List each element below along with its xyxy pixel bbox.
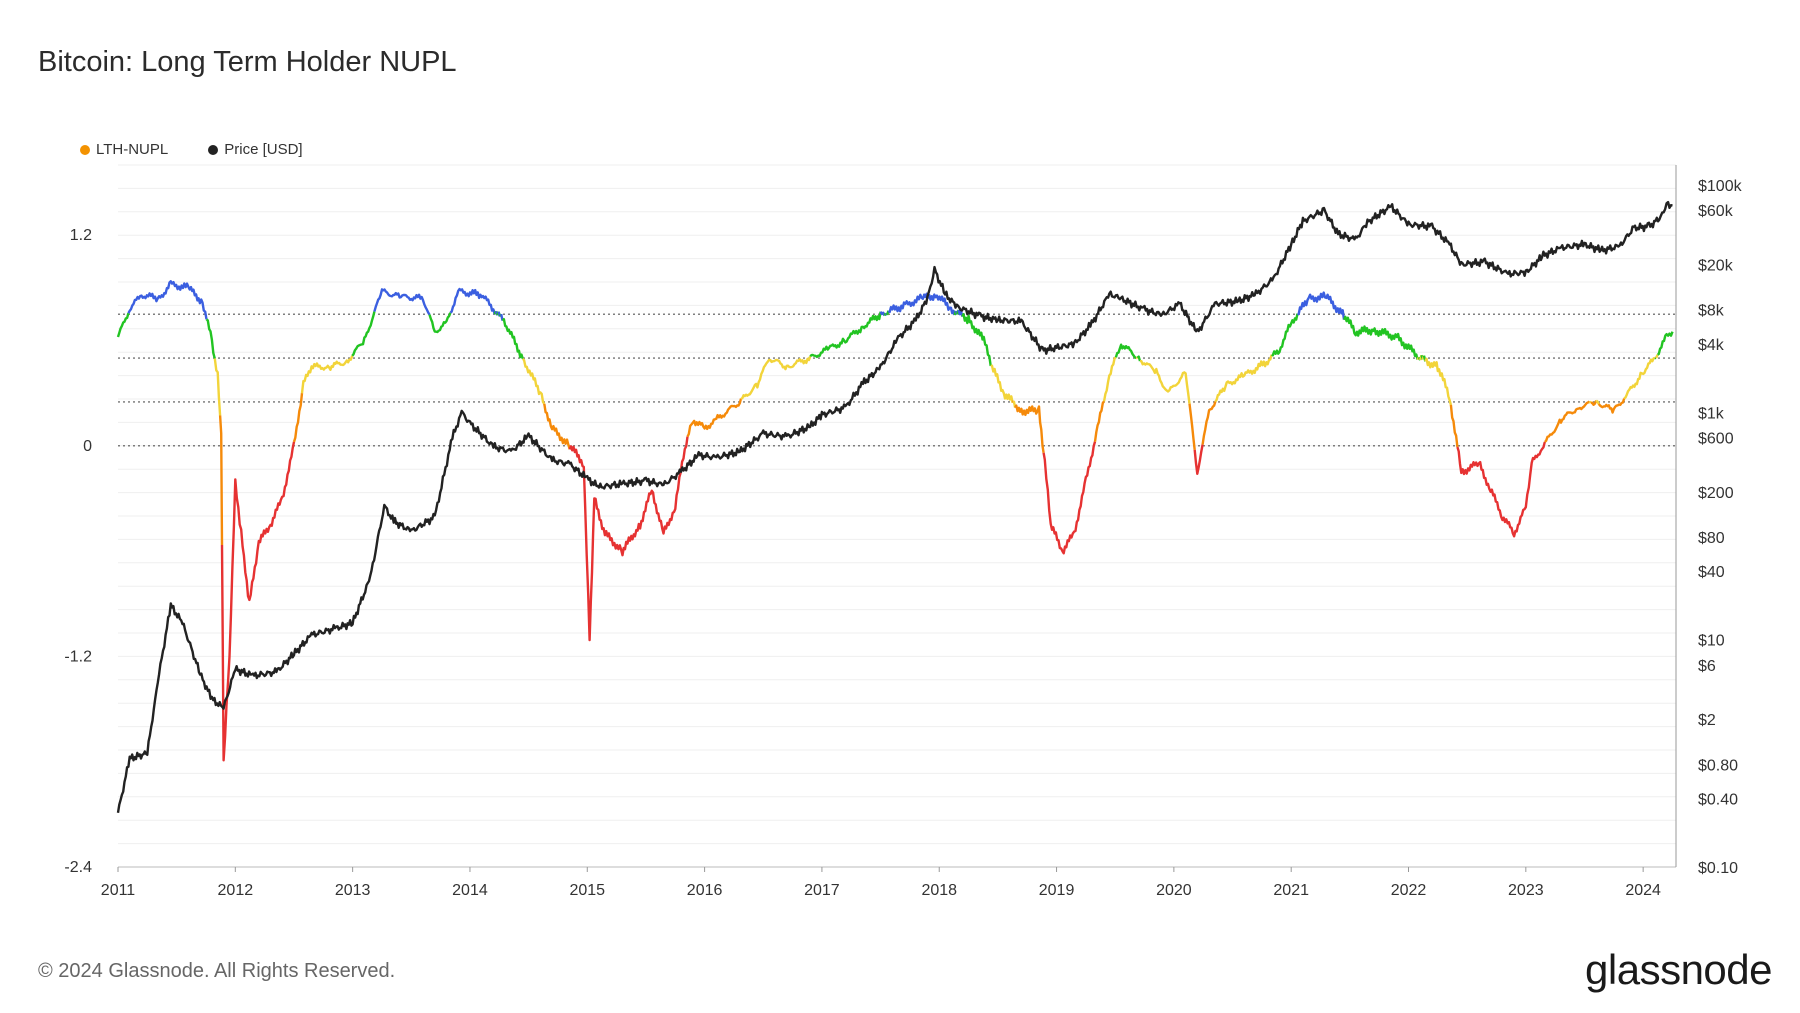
lth-nupl-line-segment <box>568 436 689 642</box>
y-right-tick-label: $10 <box>1698 633 1725 650</box>
x-tick-label: 2019 <box>1039 882 1075 899</box>
x-tick-label: 2020 <box>1156 882 1192 899</box>
price-line <box>116 200 1673 813</box>
x-tick-label: 2012 <box>218 882 254 899</box>
copyright-footer: © 2024 Glassnode. All Rights Reserved. <box>38 960 396 982</box>
x-tick-label: 2014 <box>452 882 488 899</box>
y-right-tick-label: $2 <box>1698 712 1716 729</box>
y-right-tick-label: $1k <box>1698 405 1725 422</box>
lth-nupl-line-segment <box>351 311 376 357</box>
lth-nupl-line-segment <box>1456 441 1546 538</box>
lth-nupl-line-segment <box>887 292 956 316</box>
x-tick-label: 2017 <box>804 882 840 899</box>
lth-nupl-line-segment <box>292 392 304 443</box>
lth-nupl-line-segment <box>428 312 452 334</box>
y-right-tick-label: $60k <box>1698 203 1734 220</box>
lth-nupl-line-segment <box>1093 400 1106 442</box>
lth-nupl-line-segment <box>1139 359 1191 404</box>
chart-title: Bitcoin: Long Term Holder NUPL <box>38 46 457 78</box>
y-right-tick-label: $0.40 <box>1698 792 1738 809</box>
lth-nupl-line-segment <box>501 318 524 360</box>
lth-nupl-line-segment <box>1102 356 1117 402</box>
y-left-tick-label: 0 <box>83 438 92 455</box>
lth-nupl-line-segment <box>220 441 296 762</box>
y-left-tick-label: -2.4 <box>64 859 92 876</box>
x-tick-label: 2024 <box>1625 882 1661 899</box>
lth-nupl-line-segment <box>1342 315 1419 360</box>
lth-nupl-line-segment <box>740 355 812 400</box>
lth-nupl-line-segment <box>1193 444 1204 475</box>
y-right-tick-label: $20k <box>1698 257 1734 274</box>
lth-nupl-line-segment <box>521 357 546 405</box>
brand-logo: glassnode <box>1585 946 1772 993</box>
x-tick-label: 2015 <box>569 882 605 899</box>
lth-nupl-line-segment <box>957 309 964 317</box>
lth-nupl-line-segment <box>127 280 208 320</box>
lth-nupl-line-segment <box>990 364 1014 403</box>
lth-nupl-line-segment <box>1424 357 1453 406</box>
lth-nupl-line-segment <box>1623 356 1656 400</box>
lth-nupl-line-segment <box>543 403 571 450</box>
legend-item-lth-nupl[interactable]: LTH-NUPL <box>80 141 168 158</box>
lth-nupl-line-segment <box>1136 355 1142 362</box>
x-tick-label: 2016 <box>687 882 723 899</box>
lth-nupl-line-segment <box>1214 354 1273 403</box>
lth-nupl-line-segment <box>809 311 882 359</box>
lth-nupl-line-segment <box>213 358 222 416</box>
y-right-tick-label: $40 <box>1698 564 1725 581</box>
y-left-tick-label: 1.2 <box>70 227 92 244</box>
x-tick-label: 2022 <box>1391 882 1427 899</box>
x-tick-label: 2011 <box>101 882 136 899</box>
lth-nupl-line-segment <box>1595 399 1600 405</box>
lth-nupl-line-segment <box>1014 404 1045 453</box>
legend-label: Price [USD] <box>224 141 303 158</box>
lth-nupl-line-segment <box>1114 343 1137 360</box>
lth-nupl-line-segment <box>1297 291 1346 320</box>
lth-nupl-line-segment <box>1543 400 1591 443</box>
lth-nupl-line-segment <box>1655 354 1659 359</box>
lth-nupl-line-segment <box>1656 331 1674 356</box>
y-right-tick-label: $6 <box>1698 658 1716 675</box>
lth-nupl-line-segment <box>1588 400 1592 404</box>
lth-nupl-line-segment <box>879 311 886 317</box>
lth-nupl-line-segment <box>1449 404 1459 448</box>
y-right-tick-label: $200 <box>1698 485 1734 502</box>
legend-marker <box>80 144 90 155</box>
x-tick-label: 2021 <box>1273 882 1309 899</box>
y-right-tick-label: $600 <box>1698 431 1734 448</box>
legend-label: LTH-NUPL <box>96 141 169 158</box>
y-right-tick-label: $100k <box>1698 178 1743 195</box>
y-right-tick-label: $0.10 <box>1698 860 1738 877</box>
x-tick-label: 2018 <box>921 882 957 899</box>
lth-nupl-line-segment <box>961 313 992 367</box>
x-tick-label: 2023 <box>1508 882 1544 899</box>
legend-marker <box>208 144 219 155</box>
lth-nupl-line-segment <box>1201 401 1217 445</box>
legend: LTH-NUPL Price [USD] <box>80 141 303 158</box>
lth-nupl-line-segment <box>373 288 431 316</box>
lth-nupl-line-segment <box>1042 441 1097 555</box>
lth-nupl-line-segment <box>1188 403 1196 451</box>
legend-item-price[interactable]: Price [USD] <box>208 141 303 158</box>
y-right-tick-label: $80 <box>1698 530 1725 547</box>
lth-nupl-line-segment <box>1590 400 1598 406</box>
lth-nupl-line-segment <box>116 312 130 338</box>
x-tick-label: 2013 <box>335 882 371 899</box>
lth-nupl-line-segment <box>1597 398 1626 414</box>
lth-nupl-line-segment <box>218 415 224 546</box>
lth-nupl-line-segment <box>1271 313 1299 357</box>
lth-nupl-line-segment <box>686 398 743 438</box>
y-left-tick-label: -1.2 <box>64 648 92 665</box>
lth-nupl-line-segment <box>205 318 216 359</box>
lth-nupl-line-segment <box>300 355 354 394</box>
lth-nupl-line-segment <box>449 287 496 315</box>
y-right-tick-label: $4k <box>1698 337 1725 354</box>
y-right-tick-label: $0.80 <box>1698 757 1738 774</box>
y-right-tick-label: $8k <box>1698 303 1725 320</box>
